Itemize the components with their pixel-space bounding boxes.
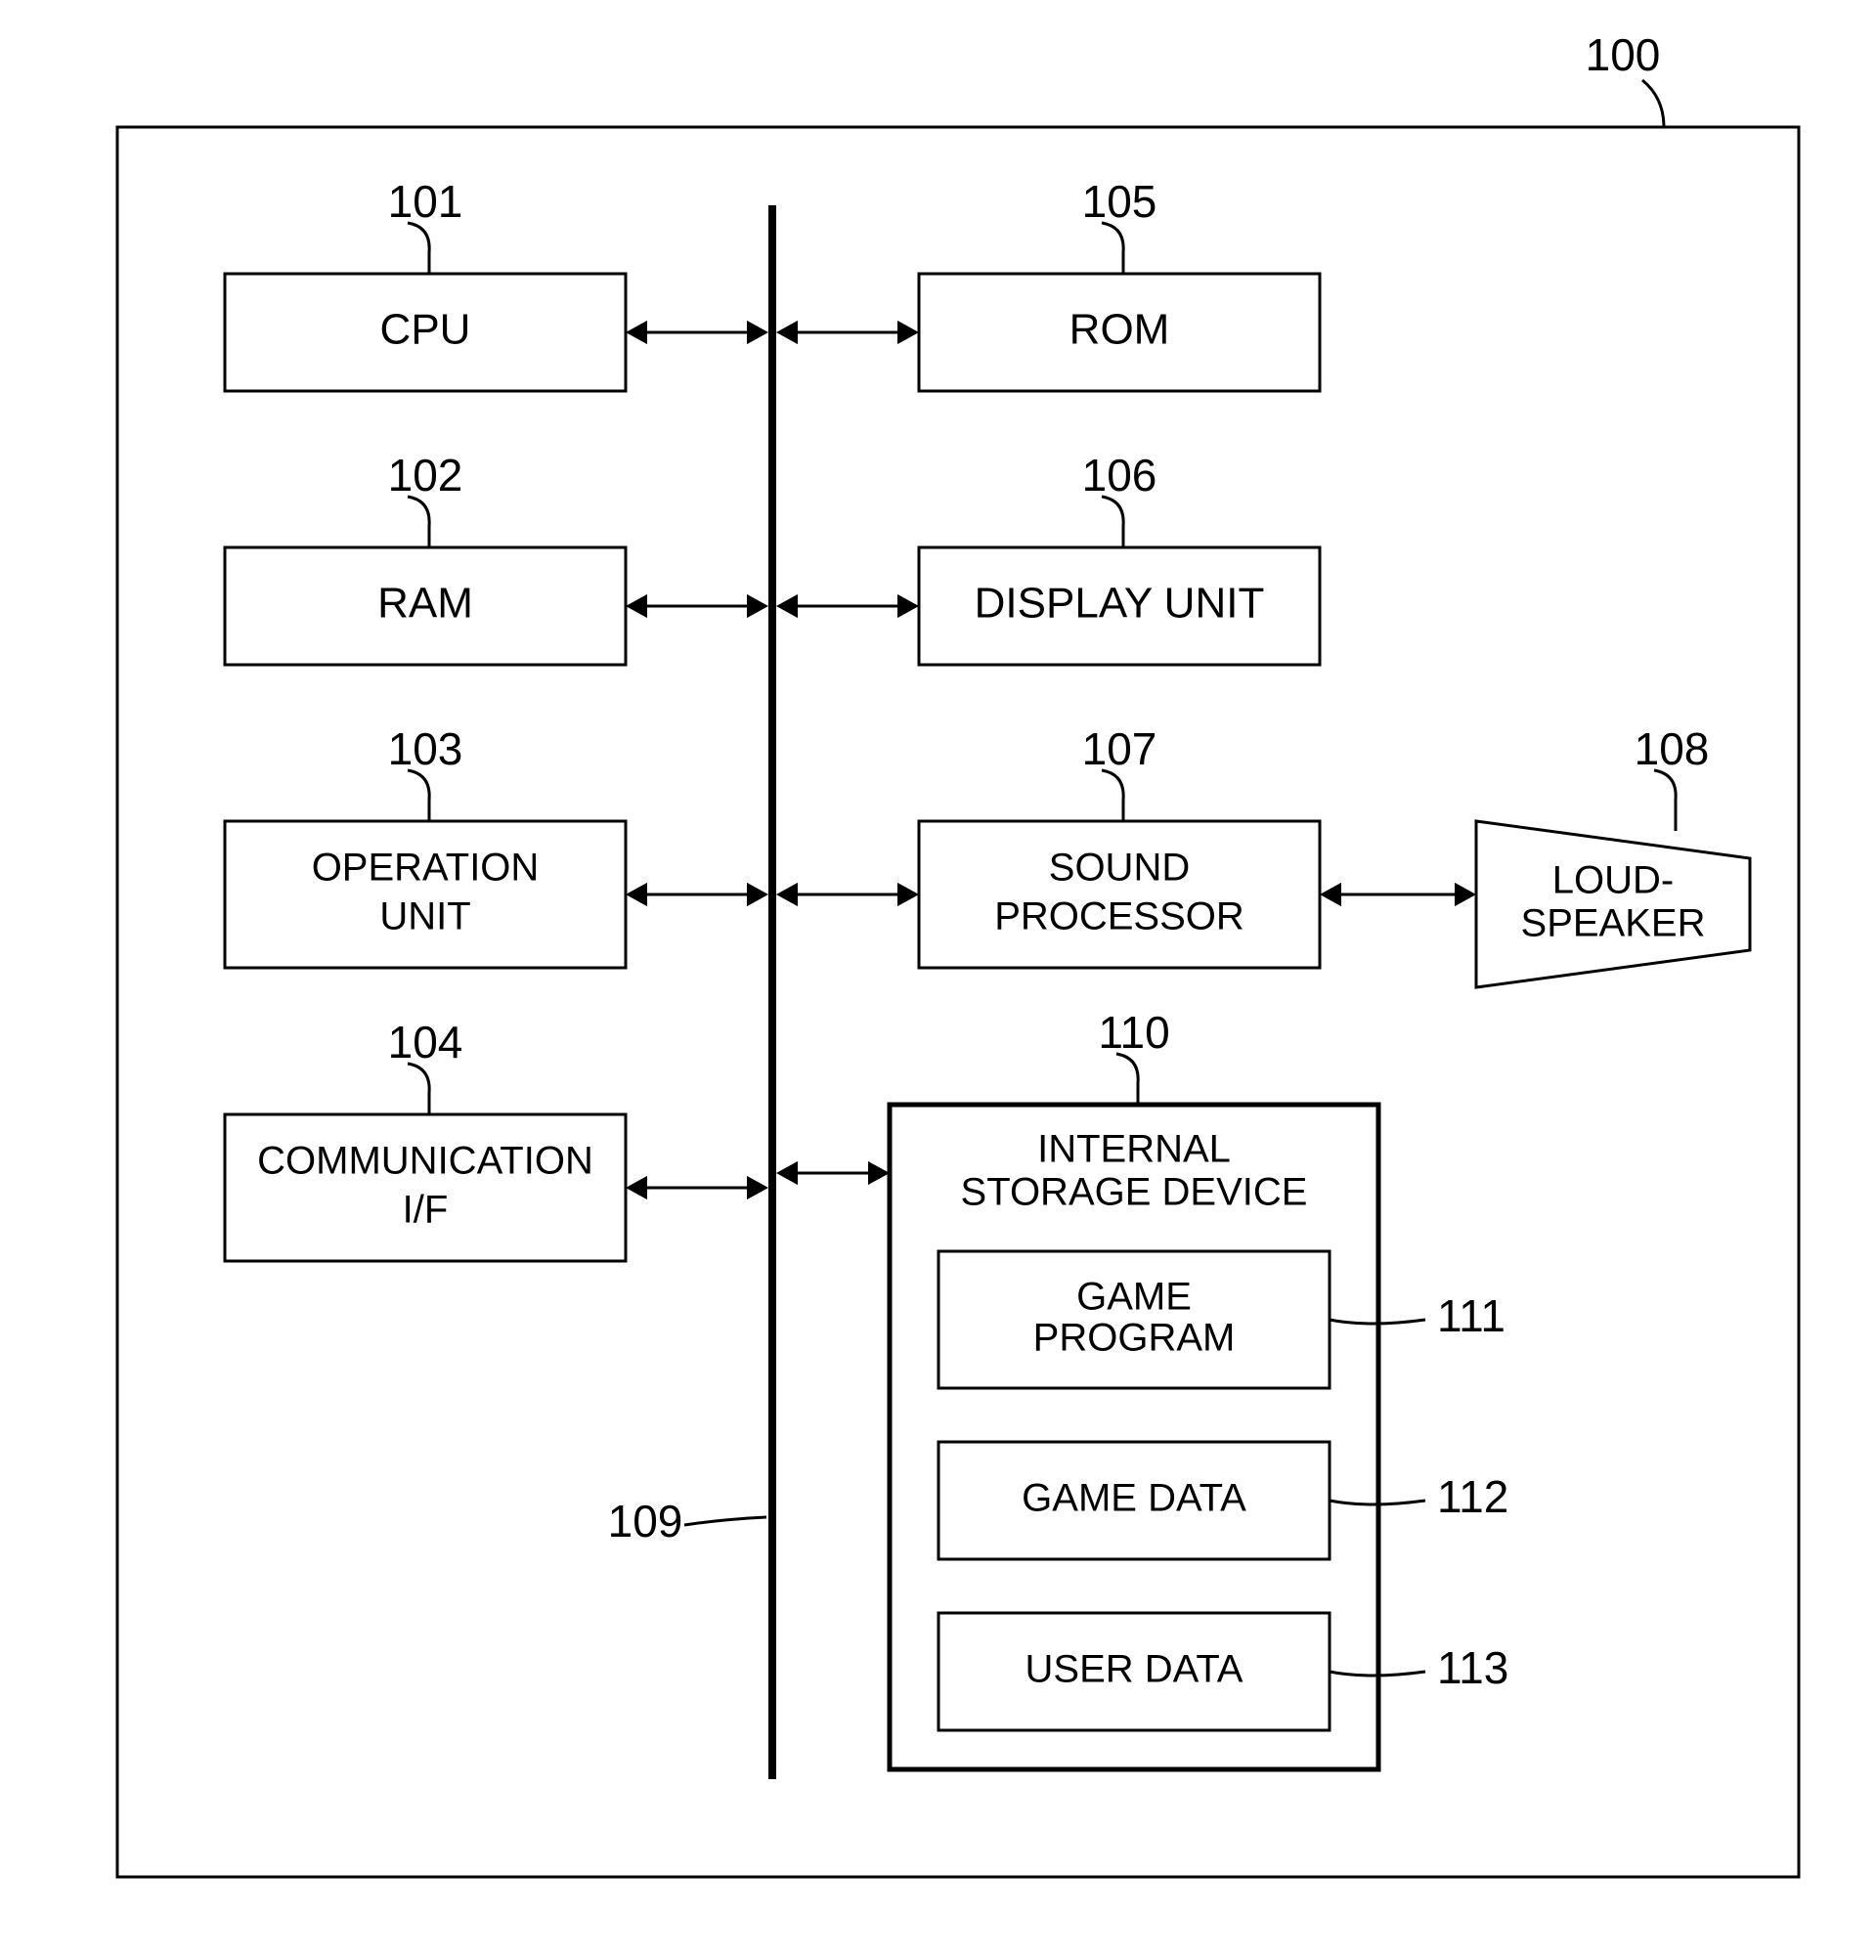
arrow-display-head-l (776, 594, 798, 618)
label-111: 111 (1437, 1290, 1505, 1341)
leader-107 (1102, 770, 1123, 821)
label-104: 104 (388, 1017, 463, 1067)
block-sound: SOUND PROCESSOR 107 (919, 723, 1320, 968)
leader-110 (1116, 1054, 1138, 1105)
arrow-opunit-head-r (747, 883, 768, 906)
block-display: DISPLAY UNIT 106 (919, 450, 1320, 665)
storage-item-0-text: PROGRAM (1033, 1317, 1236, 1360)
leader-101 (408, 223, 429, 274)
block-sound-text: SOUND (1049, 847, 1190, 890)
block-ram: RAM 102 (225, 450, 626, 665)
block-comm: COMMUNICATION I/F 104 (225, 1017, 626, 1261)
block-cpu-text: CPU (380, 306, 471, 354)
arrow-storage-head-l (776, 1161, 798, 1185)
label-106: 106 (1082, 450, 1157, 501)
leader-104 (408, 1064, 429, 1114)
leader-109 (684, 1517, 766, 1525)
block-display-text: DISPLAY UNIT (975, 580, 1265, 628)
arrow-comm-head-l (626, 1176, 647, 1199)
leader-106 (1102, 497, 1123, 547)
arrow-ram-head-r (747, 594, 768, 618)
block-opunit-text: UNIT (379, 895, 470, 938)
block-opunit-text: OPERATION (312, 847, 540, 890)
arrow-display-head-r (897, 594, 919, 618)
block-rom: ROM 105 (919, 176, 1320, 391)
storage-item-1-text: GAME DATA (1022, 1477, 1246, 1520)
leader-100 (1642, 80, 1664, 127)
leader-102 (408, 497, 429, 547)
block-sound-text: PROCESSOR (994, 895, 1244, 938)
arrow-ram-head-l (626, 594, 647, 618)
block-comm-text: COMMUNICATION (257, 1140, 593, 1183)
label-105: 105 (1082, 176, 1157, 227)
block-ram-text: RAM (377, 580, 473, 628)
arrow-sound-head-l (776, 883, 798, 906)
arrow-cpu-head-r (747, 321, 768, 344)
arrow-cpu-head-l (626, 321, 647, 344)
arrow-speaker-head-l (1320, 883, 1341, 906)
label-110: 110 (1098, 1007, 1169, 1058)
label-112: 112 (1437, 1471, 1508, 1522)
block-cpu: CPU 101 (225, 176, 626, 391)
storage-item-0-text: GAME (1076, 1276, 1192, 1319)
label-113: 113 (1437, 1642, 1508, 1693)
storage-title: INTERNAL (1037, 1128, 1231, 1171)
label-102: 102 (388, 450, 463, 501)
label-103: 103 (388, 723, 463, 774)
label-108: 108 (1635, 723, 1710, 774)
leader-105 (1102, 223, 1123, 274)
label-101: 101 (388, 176, 463, 227)
storage-device: INTERNALSTORAGE DEVICE 110 GAMEPROGRAM 111 G… (890, 1007, 1508, 1769)
arrow-sound-head-r (897, 883, 919, 906)
arrow-speaker-head-r (1455, 883, 1476, 906)
label-107: 107 (1082, 723, 1157, 774)
speaker-text: LOUD- (1552, 859, 1674, 902)
block-rom-text: ROM (1069, 306, 1170, 354)
label-109: 109 (608, 1496, 683, 1546)
storage-title: STORAGE DEVICE (961, 1171, 1308, 1214)
arrow-comm-head-r (747, 1176, 768, 1199)
leader-108 (1654, 770, 1676, 831)
arrow-rom-head-l (776, 321, 798, 344)
block-speaker: LOUD-SPEAKER 108 (1476, 723, 1750, 987)
block-opunit: OPERATION UNIT 103 (225, 723, 626, 968)
label-100: 100 (1586, 29, 1661, 80)
speaker-text: SPEAKER (1521, 902, 1706, 945)
arrow-storage-head-r (868, 1161, 890, 1185)
arrow-rom-head-r (897, 321, 919, 344)
leader-103 (408, 770, 429, 821)
arrow-opunit-head-l (626, 883, 647, 906)
storage-item-2-text: USER DATA (1025, 1648, 1243, 1691)
block-comm-text: I/F (403, 1189, 449, 1232)
